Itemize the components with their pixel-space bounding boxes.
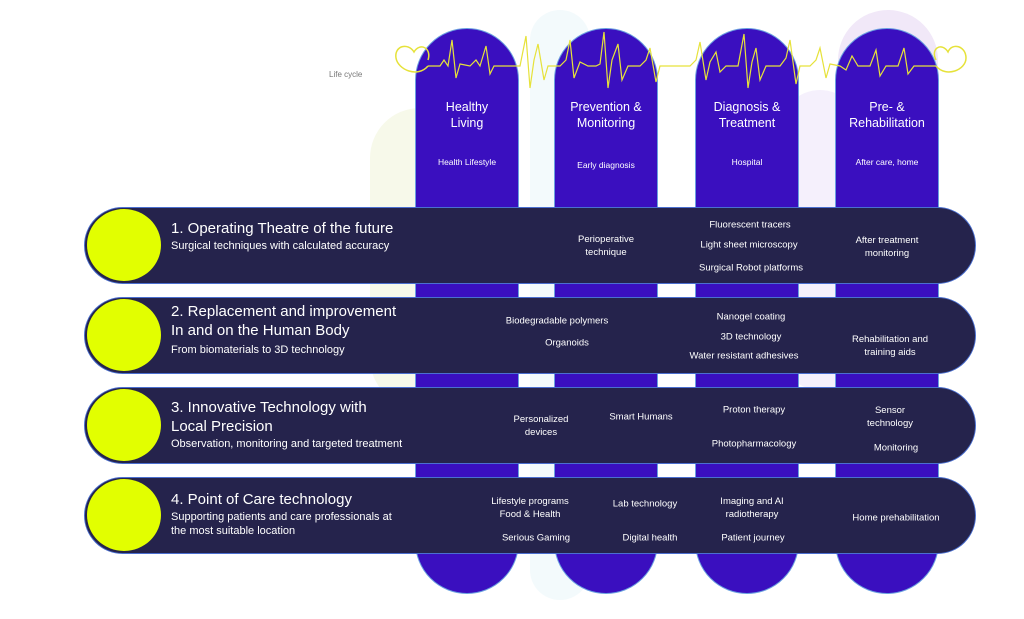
- column-subtitle: After care, home: [855, 157, 919, 167]
- row-subtitle: Surgical techniques with calculated accu…: [171, 240, 390, 252]
- cell-item: Personalized devices: [513, 414, 569, 438]
- heartbeat-line: [395, 31, 967, 89]
- heartbeat-trace: [428, 31, 936, 89]
- column-title: Prevention & Monitoring: [570, 100, 642, 130]
- cell-item: Imaging and AI radiotherapy: [720, 496, 784, 520]
- row-title: 2. Replacement and improvement In and on…: [171, 303, 397, 339]
- row-bullet-circle: [87, 299, 161, 371]
- cell-item: Perioperative technique: [578, 234, 634, 258]
- cell-item: Sensor technology: [867, 405, 913, 429]
- cell-item: Photopharmacology: [711, 438, 797, 450]
- cell-item: Proton therapy: [722, 404, 786, 416]
- cell-item: Home prehabilitation: [852, 512, 940, 524]
- column-subtitle: Early diagnosis: [577, 160, 635, 170]
- cell-item: Lifestyle programs Food & Health: [491, 496, 569, 520]
- row-point-of-care: 4. Point of Care technology Supporting p…: [84, 477, 976, 554]
- row-subtitle: From biomaterials to 3D technology: [171, 344, 345, 356]
- heart-icon: [395, 45, 430, 73]
- cell-item: Surgical Robot platforms: [698, 262, 804, 274]
- column-subtitle: Hospital: [731, 157, 763, 167]
- column-subtitle: Health Lifestyle: [437, 157, 497, 167]
- cell-item: Smart Humans: [609, 411, 673, 423]
- cell-item: 3D technology: [720, 331, 782, 343]
- row-title: 1. Operating Theatre of the future: [171, 220, 394, 237]
- cell-item: Serious Gaming: [501, 532, 571, 544]
- cell-item: Nanogel coating: [716, 311, 786, 323]
- row-operating-theatre: 1. Operating Theatre of the future Surgi…: [84, 207, 976, 284]
- cell-item: Water resistant adhesives: [689, 350, 799, 362]
- row-title: 3. Innovative Technology with Local Prec…: [171, 399, 367, 435]
- cell-item: Lab technology: [612, 498, 678, 510]
- cell-item: Monitoring: [873, 442, 919, 454]
- cell-item: Patient journey: [721, 532, 785, 544]
- row-bullet-circle: [87, 479, 161, 551]
- row-title: 4. Point of Care technology: [171, 491, 352, 508]
- row-bullet-circle: [87, 209, 161, 281]
- cell-item: Rehabilitation and training aids: [851, 334, 929, 358]
- cell-item: Organoids: [545, 337, 589, 349]
- row-bullet-circle: [87, 389, 161, 461]
- heart-icon: [933, 45, 967, 73]
- cell-item: Biodegradable polymers: [505, 315, 609, 327]
- cell-item: After treatment monitoring: [855, 235, 919, 259]
- cell-item: Light sheet microscopy: [700, 239, 798, 251]
- column-title: Diagnosis & Treatment: [713, 100, 781, 130]
- column-title: Healthy Living: [445, 100, 489, 130]
- row-subtitle: Observation, monitoring and targeted tre…: [171, 438, 403, 450]
- cell-item: Fluorescent tracers: [709, 219, 791, 231]
- column-title: Pre- & Rehabilitation: [849, 100, 925, 130]
- lifecycle-label: Life cycle: [329, 70, 363, 79]
- row-subtitle: Supporting patients and care professiona…: [171, 511, 392, 537]
- row-innovative-technology: 3. Innovative Technology with Local Prec…: [84, 387, 976, 464]
- row-replacement-improvement: 2. Replacement and improvement In and on…: [84, 297, 976, 374]
- cell-item: Digital health: [622, 532, 678, 544]
